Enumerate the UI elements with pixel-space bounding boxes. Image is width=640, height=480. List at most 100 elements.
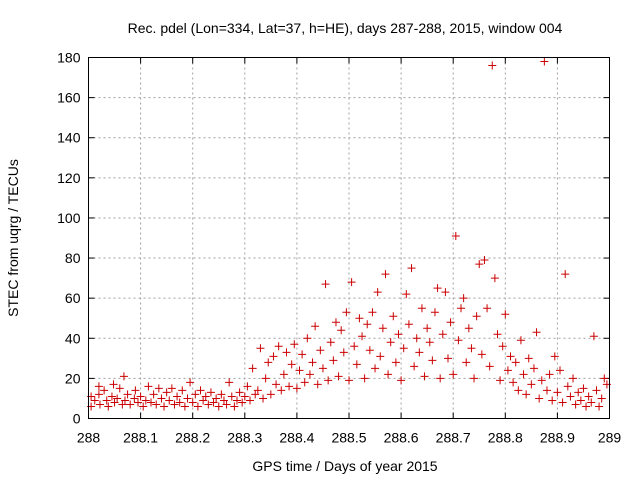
data-point <box>501 310 510 319</box>
data-point <box>154 384 163 393</box>
data-point <box>402 290 411 299</box>
data-point <box>305 370 314 379</box>
data-point <box>436 374 445 383</box>
data-point <box>587 398 596 407</box>
data-point <box>545 370 554 379</box>
data-point <box>165 396 174 405</box>
data-point <box>399 344 408 353</box>
data-point <box>553 388 562 397</box>
y-tick-label: 180 <box>57 50 81 66</box>
data-point <box>225 378 234 387</box>
data-point <box>511 358 520 367</box>
data-point <box>459 294 468 303</box>
data-point <box>269 352 278 361</box>
data-point <box>337 326 346 335</box>
x-tick-label: 288.6 <box>384 430 419 446</box>
data-point <box>256 344 265 353</box>
data-point <box>110 398 119 407</box>
data-point <box>157 394 166 403</box>
data-point <box>493 330 502 339</box>
data-point <box>130 394 139 403</box>
data-point <box>496 376 505 385</box>
data-point <box>180 402 189 411</box>
data-point <box>595 402 604 411</box>
x-tick-label: 288.3 <box>227 430 262 446</box>
x-tick-label: 288.1 <box>123 430 158 446</box>
x-tick-label: 288.2 <box>175 430 210 446</box>
data-point <box>446 318 455 327</box>
data-point <box>238 398 247 407</box>
data-point <box>582 402 591 411</box>
y-tick-label: 40 <box>65 330 81 346</box>
data-point <box>193 402 202 411</box>
data-point <box>282 348 291 357</box>
data-point <box>412 334 421 343</box>
data-point <box>376 352 385 361</box>
data-point <box>561 270 570 279</box>
data-point <box>272 380 281 389</box>
data-point <box>266 390 275 399</box>
data-point <box>542 386 551 395</box>
data-point <box>167 384 176 393</box>
data-point <box>384 370 393 379</box>
data-point <box>259 394 268 403</box>
data-point <box>477 350 486 359</box>
data-point <box>475 260 484 269</box>
data-point <box>529 364 538 373</box>
data-point <box>253 386 262 395</box>
data-point <box>152 400 161 409</box>
data-point <box>584 392 593 401</box>
data-point <box>230 402 239 411</box>
data-point <box>277 386 286 395</box>
data-point <box>324 376 333 385</box>
data-point <box>480 256 489 265</box>
data-point <box>571 400 580 409</box>
data-point <box>360 374 369 383</box>
data-point <box>355 314 364 323</box>
data-point <box>264 358 273 367</box>
data-point <box>243 382 252 391</box>
data-point <box>548 396 557 405</box>
data-point <box>579 384 588 393</box>
data-point <box>144 382 153 391</box>
data-point <box>102 396 111 405</box>
data-point <box>199 396 208 405</box>
data-point <box>451 231 460 240</box>
data-point <box>279 370 288 379</box>
x-tick-label: 288.5 <box>331 430 366 446</box>
data-point <box>133 398 142 407</box>
data-point <box>292 384 301 393</box>
data-point <box>123 390 132 399</box>
data-point <box>331 318 340 327</box>
data-point <box>251 390 260 399</box>
data-point <box>514 386 523 395</box>
x-tick-label: 288.8 <box>488 430 523 446</box>
data-point <box>503 366 512 375</box>
data-point <box>454 336 463 345</box>
data-point <box>527 380 536 389</box>
data-point <box>509 378 518 387</box>
data-point <box>339 348 348 357</box>
data-point <box>248 364 257 373</box>
data-point <box>415 348 424 357</box>
data-point <box>136 392 145 401</box>
data-point <box>600 374 609 383</box>
y-tick-label: 60 <box>65 290 81 306</box>
grid <box>88 57 610 419</box>
data-point <box>246 396 255 405</box>
data-point <box>139 402 148 411</box>
data-point <box>311 322 320 331</box>
data-point <box>350 342 359 351</box>
data-point <box>556 366 565 375</box>
data-point <box>308 358 317 367</box>
chart-title: Rec. pdel (Lon=334, Lat=37, h=HE), days … <box>128 20 563 36</box>
y-tick-label: 100 <box>57 210 81 226</box>
data-point <box>334 372 343 381</box>
data-point <box>386 338 395 347</box>
data-point <box>149 390 158 399</box>
data-point <box>290 340 299 349</box>
data-point <box>472 312 481 321</box>
data-point <box>219 396 228 405</box>
data-point <box>550 352 559 361</box>
y-tick-label: 0 <box>73 411 81 427</box>
